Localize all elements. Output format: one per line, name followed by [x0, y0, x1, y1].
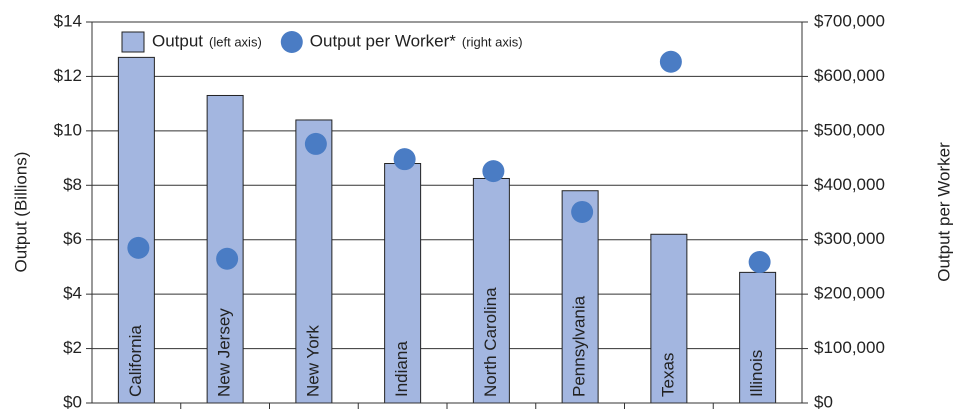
y-tick-label: $8	[63, 175, 82, 194]
dot	[216, 247, 239, 270]
dot	[659, 50, 682, 73]
legend-dot	[280, 31, 303, 53]
y2-tick-label: $400,000	[814, 175, 885, 194]
y-tick-label: $14	[54, 11, 82, 30]
y-tick-label: $0	[63, 392, 82, 410]
category-label: California	[126, 325, 145, 397]
legend-label: Output	[152, 31, 203, 50]
y2-tick-label: $700,000	[814, 11, 885, 30]
y-tick-label: $6	[63, 229, 82, 248]
y2-tick-label: $600,000	[814, 66, 885, 85]
legend-note: (right axis)	[462, 34, 523, 49]
legend-swatch	[121, 31, 145, 53]
bar	[650, 233, 688, 404]
dot	[748, 251, 771, 274]
dot	[571, 200, 594, 223]
bar	[117, 56, 155, 404]
y-tick-label: $4	[63, 284, 82, 303]
legend-label: Output per Worker*	[310, 31, 457, 50]
y-tick-label: $10	[54, 120, 82, 139]
dot	[304, 132, 327, 155]
dot	[127, 236, 150, 259]
y2-tick-label: $500,000	[814, 120, 885, 139]
y2-tick-label: $100,000	[814, 338, 885, 357]
bar	[739, 271, 777, 404]
y2-tick-label: $0	[814, 392, 833, 410]
y2-axis-label: Output per Worker	[934, 142, 953, 282]
legend-note: (left axis)	[209, 34, 262, 49]
y2-tick-label: $300,000	[814, 229, 885, 248]
y-tick-label: $2	[63, 338, 82, 357]
y-axis-label: Output (Billions)	[11, 152, 30, 273]
dot	[393, 148, 416, 171]
category-label: Indiana	[392, 341, 411, 397]
bar	[561, 190, 599, 404]
bar	[295, 119, 333, 404]
category-label: Pennsylvania	[570, 295, 589, 397]
bar	[472, 177, 510, 404]
category-label: New Jersey	[215, 308, 234, 397]
category-label: New York	[303, 325, 322, 397]
y2-tick-label: $200,000	[814, 284, 885, 303]
y-tick-label: $12	[54, 66, 82, 85]
category-label: North Carolina	[481, 287, 500, 397]
category-label: Texas	[658, 353, 677, 397]
category-label: Illinois	[747, 350, 766, 397]
dot	[482, 160, 505, 183]
